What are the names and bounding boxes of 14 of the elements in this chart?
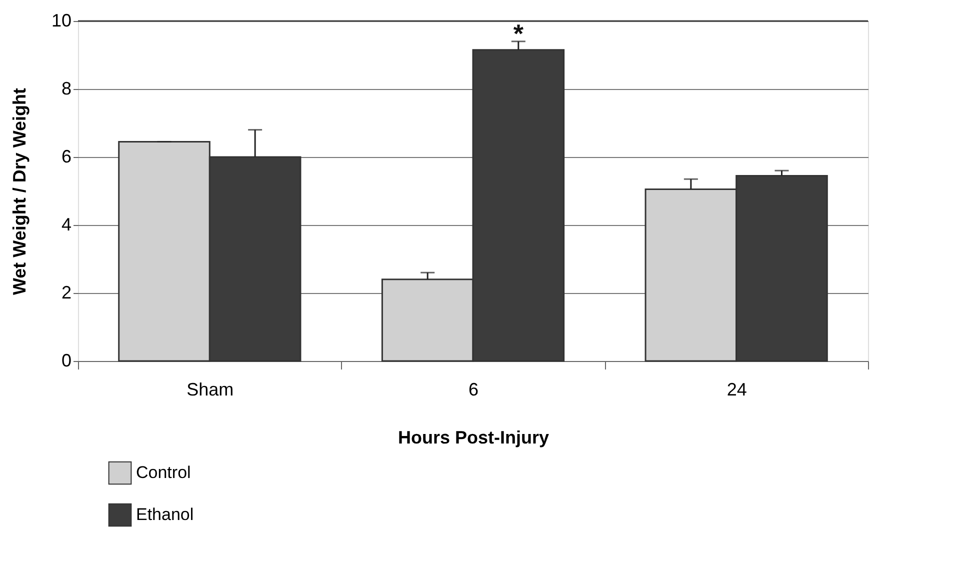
x-axis-title: Hours Post-Injury bbox=[398, 428, 550, 448]
y-tick-label: 4 bbox=[61, 214, 72, 234]
y-axis-title: Wet Weight / Dry Weight bbox=[9, 88, 30, 296]
y-tick-label: 8 bbox=[61, 78, 72, 98]
legend-label: Ethanol bbox=[136, 505, 194, 524]
legend-label: Control bbox=[136, 463, 191, 482]
annotation: * bbox=[513, 18, 524, 48]
x-tick-label: 24 bbox=[726, 380, 747, 400]
y-tick-label: 0 bbox=[61, 350, 72, 370]
y-tick-label: 10 bbox=[51, 10, 72, 30]
x-tick-label: 6 bbox=[468, 380, 479, 400]
y-tick-label: 6 bbox=[61, 146, 72, 166]
x-tick-label: Sham bbox=[186, 380, 234, 400]
y-tick-label: 2 bbox=[61, 282, 72, 302]
